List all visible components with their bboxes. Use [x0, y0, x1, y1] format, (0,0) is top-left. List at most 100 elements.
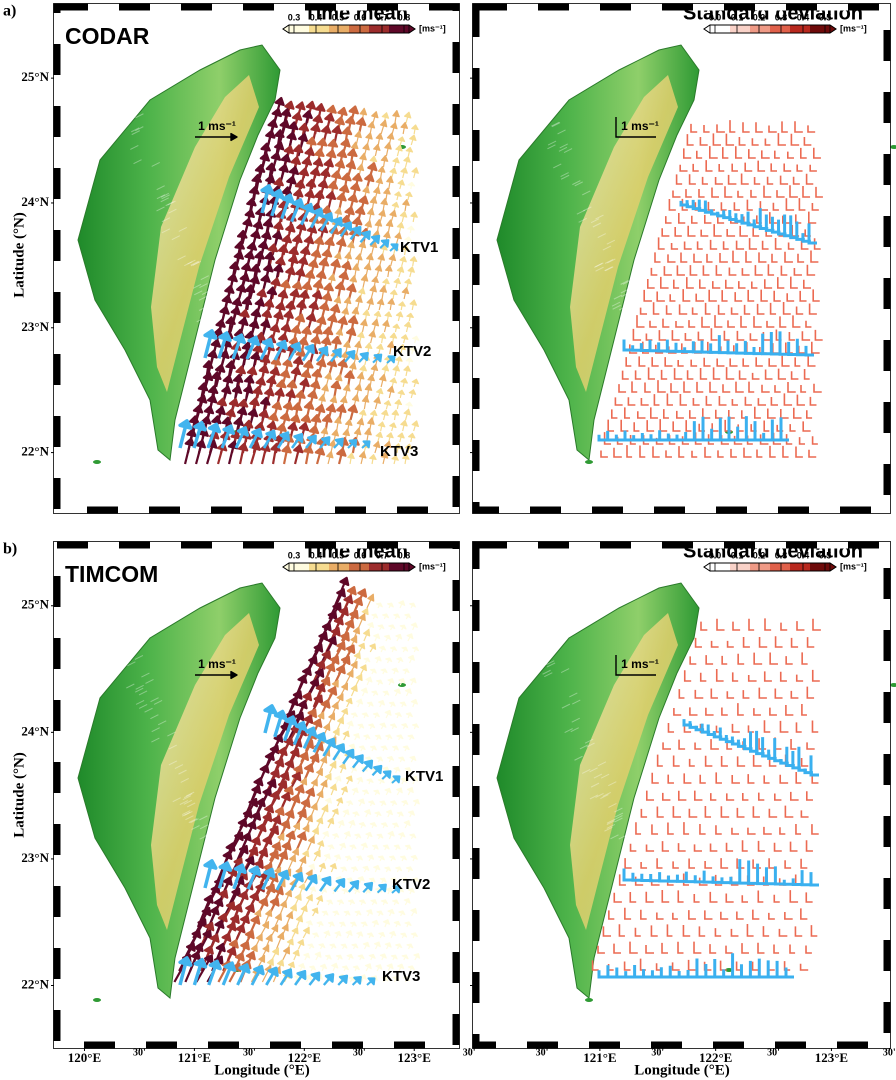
colorbar-tick-label: 0.5: [819, 12, 832, 22]
colorbar-tick-label: 0.6: [354, 12, 367, 22]
island: [398, 683, 406, 687]
scale-label: 1 ms⁻¹: [621, 119, 659, 133]
lat-tick-label: 23°N: [21, 850, 49, 865]
lat-tick-label: 25°N: [21, 69, 49, 84]
island: [585, 460, 593, 464]
colorbar-tick-label: 0.5: [332, 12, 345, 22]
colorbar-segment: [289, 25, 310, 33]
lon-tick-label: 30': [651, 1047, 664, 1058]
lat-tick-label: 23°N: [21, 319, 49, 334]
colorbar-segment: [329, 25, 350, 33]
colorbar-tick-label: 0.0: [709, 550, 722, 560]
lat-tick-label: 22°N: [21, 976, 49, 991]
lon-tick-label: 30': [243, 1047, 256, 1058]
colorbar-segment: [389, 25, 410, 33]
island: [93, 998, 101, 1002]
lon-tick-label: 122°E: [288, 1050, 321, 1065]
lon-tick-label: 30': [767, 1047, 780, 1058]
colorbar-tick-label: 0.4: [310, 12, 323, 22]
lon-tick-label: 121°E: [583, 1050, 616, 1065]
island: [93, 460, 101, 464]
lon-tick-label: 123°E: [815, 1050, 848, 1065]
transect-label: KTV1: [405, 768, 443, 785]
y-axis-title: Latitude (°N): [11, 212, 27, 298]
lon-tick-label: 30': [133, 1047, 146, 1058]
colorbar-tick-label: 0.5: [332, 550, 345, 560]
model-label: CODAR: [65, 23, 150, 49]
colorbar-tick-label: 0.7: [376, 12, 389, 22]
transect-label: KTV2: [393, 343, 431, 360]
panel-label: a): [3, 3, 16, 20]
lat-tick-label: 25°N: [21, 597, 49, 612]
colorbar-tick-label: 0.7: [376, 550, 389, 560]
panel-label: b): [3, 541, 17, 558]
colorbar-tick-label: 0.3: [775, 12, 788, 22]
lon-tick-label: 120°E: [68, 1050, 101, 1065]
lon-tick-label: 30': [883, 1047, 896, 1058]
colorbar-segment: [730, 25, 751, 33]
colorbar-tick-label: 0.8: [398, 12, 411, 22]
y-axis-title: Latitude (°N): [11, 752, 27, 838]
lat-tick-label: 24°N: [21, 194, 49, 209]
colorbar-unit: [ms⁻¹]: [840, 561, 867, 571]
colorbar-tick-label: 0.3: [288, 550, 301, 560]
colorbar-tick-label: 0.1: [731, 550, 744, 560]
colorbar-segment: [810, 25, 831, 33]
figure: Latitude (°N) Latitude (°N) Longitude (°…: [0, 0, 896, 1080]
colorbar-tick-label: 0.4: [310, 550, 323, 560]
colorbar-tick-label: 0.4: [797, 550, 810, 560]
lon-tick-label: 30': [536, 1047, 549, 1058]
scale-label: 1 ms⁻¹: [621, 657, 659, 671]
lat-tick-label: 22°N: [21, 444, 49, 459]
scale-label: 1 ms⁻¹: [198, 657, 236, 671]
lon-tick-label: 123°E: [398, 1050, 431, 1065]
colorbar-unit: [ms⁻¹]: [419, 23, 446, 33]
colorbar-tick-label: 0.8: [398, 550, 411, 560]
lon-tick-label: 30': [463, 1047, 476, 1058]
colorbar-segment: [770, 25, 791, 33]
lon-tick-label: 121°E: [178, 1050, 211, 1065]
lon-tick-label: 30': [353, 1047, 366, 1058]
colorbar-segment: [710, 25, 731, 33]
colorbar-segment: [790, 25, 811, 33]
colorbar-unit: [ms⁻¹]: [419, 561, 446, 571]
colorbar-tick-label: 0.3: [288, 12, 301, 22]
colorbar-segment: [329, 563, 350, 571]
colorbar-tick-label: 0.2: [753, 550, 766, 560]
island: [890, 145, 896, 149]
colorbar-segment: [389, 563, 410, 571]
colorbar-segment: [309, 563, 330, 571]
colorbar-unit: [ms⁻¹]: [840, 23, 867, 33]
model-label: TIMCOM: [65, 561, 158, 587]
lat-tick-label: 24°N: [21, 723, 49, 738]
colorbar-segment: [349, 25, 370, 33]
colorbar-segment: [790, 563, 811, 571]
transect-label: KTV2: [392, 876, 430, 893]
colorbar-segment: [710, 563, 731, 571]
island: [890, 683, 896, 687]
colorbar-tick-label: 0.4: [797, 12, 810, 22]
colorbar-segment: [810, 563, 831, 571]
colorbar-segment: [369, 563, 390, 571]
colorbar-tick-label: 0.1: [731, 12, 744, 22]
colorbar-segment: [349, 563, 370, 571]
colorbar-segment: [750, 25, 771, 33]
transect-label: KTV3: [380, 443, 418, 460]
colorbar-segment: [730, 563, 751, 571]
map-panel: 1 ms⁻¹Standard deviation0.00.10.20.30.40…: [470, 540, 896, 1065]
map-panel: 1 ms⁻¹Standard deviation0.00.10.20.30.40…: [470, 2, 896, 513]
colorbar-tick-label: 0.5: [819, 550, 832, 560]
map-panel: 1 ms⁻¹KTV1KTV2KTV3TIMCOMTime mean0.30.40…: [21, 540, 475, 1065]
colorbar-tick-label: 0.3: [775, 550, 788, 560]
colorbar-segment: [369, 25, 390, 33]
colorbar-segment: [750, 563, 771, 571]
colorbar-tick-label: 0.0: [709, 12, 722, 22]
colorbar-segment: [770, 563, 791, 571]
lon-tick-label: 122°E: [699, 1050, 732, 1065]
colorbar-tick-label: 0.6: [354, 550, 367, 560]
island: [585, 998, 593, 1002]
colorbar-tick-label: 0.2: [753, 12, 766, 22]
scale-label: 1 ms⁻¹: [198, 119, 236, 133]
transect-label: KTV3: [382, 968, 420, 985]
